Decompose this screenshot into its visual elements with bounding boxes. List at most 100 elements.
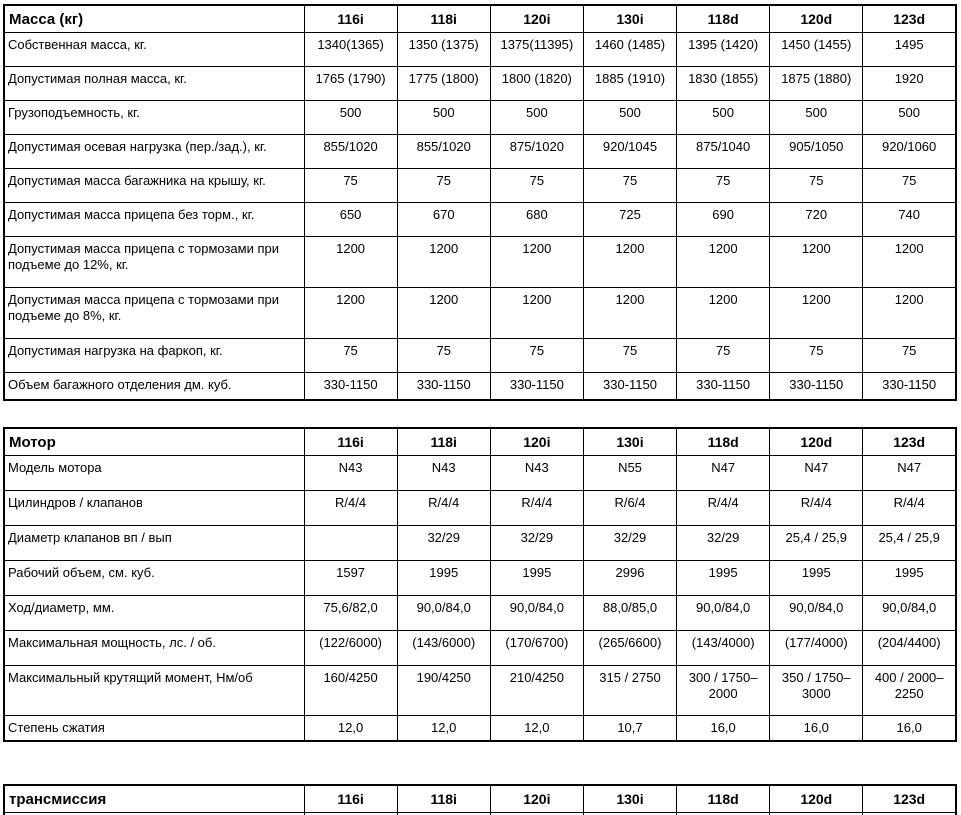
spec-value: 330-1150 bbox=[769, 372, 864, 401]
spec-value: N43 bbox=[303, 455, 398, 491]
table-row: Объем багажного отделения дм. куб. 330-11… bbox=[3, 372, 957, 401]
spec-value: 75 bbox=[303, 338, 398, 373]
spec-value: 315 / 2750 bbox=[582, 665, 678, 716]
spec-value: 350 / 1750–3000 bbox=[769, 665, 864, 716]
spec-value: 160/4250 bbox=[303, 665, 398, 716]
column-header-120i: 120i bbox=[489, 427, 584, 456]
spec-value: 1460 (1485) bbox=[582, 32, 678, 67]
row-label: Допустимая масса прицепа с тормозами при… bbox=[3, 236, 305, 288]
column-header-123d: 123d bbox=[862, 784, 957, 813]
spec-value: 1995 bbox=[489, 560, 584, 596]
spec-value: R/4/4 bbox=[862, 490, 957, 526]
column-header-118i: 118i bbox=[396, 4, 491, 33]
spec-value: 500 bbox=[769, 100, 864, 135]
row-label: Рабочий объем, см. куб. bbox=[3, 560, 305, 596]
table-row: Максимальная мощность, лс. / об. (122/600… bbox=[3, 630, 957, 666]
spec-value: 32/29 bbox=[489, 525, 584, 561]
spec-value: 1200 bbox=[582, 236, 678, 288]
spec-value: 1200 bbox=[396, 236, 491, 288]
spec-value: 90,0/84,0 bbox=[769, 595, 864, 631]
spec-value: 190/4250 bbox=[396, 665, 491, 716]
header-row: трансмиссия 116i 118i 120i 130i 118d 120d 123d bbox=[3, 784, 957, 813]
spec-value: 1995 bbox=[676, 560, 771, 596]
spec-value: 1830 (1855) bbox=[676, 66, 771, 101]
column-header-116i: 116i bbox=[303, 427, 398, 456]
spec-value: 875/1020 bbox=[489, 134, 584, 169]
table-row: Допустимая масса прицепа с тормозами при… bbox=[3, 287, 957, 339]
spec-value: 1395 (1420) bbox=[676, 32, 771, 67]
spec-value: 12,0 bbox=[489, 715, 584, 742]
spec-value: 300 / 1750–2000 bbox=[676, 665, 771, 716]
spec-value: 670 bbox=[396, 202, 491, 237]
column-header-116i: 116i bbox=[303, 784, 398, 813]
spec-value: 1800 (1820) bbox=[489, 66, 584, 101]
table-row: Допустимая нагрузка на фаркоп, кг. 75 75 75… bbox=[3, 338, 957, 373]
spec-value: 75,6/82,0 bbox=[303, 595, 398, 631]
spec-value: 75 bbox=[303, 168, 398, 203]
spec-value: 75 bbox=[489, 168, 584, 203]
section-title: трансмиссия bbox=[3, 784, 305, 813]
spec-value: 25,4 / 25,9 bbox=[862, 525, 957, 561]
spec-value: 88,0/85,0 bbox=[582, 595, 678, 631]
spec-value: 1920 bbox=[862, 66, 957, 101]
spec-value: 90,0/84,0 bbox=[862, 595, 957, 631]
spec-value: 905/1050 bbox=[769, 134, 864, 169]
spec-value: 1200 bbox=[676, 236, 771, 288]
spec-value: 720 bbox=[769, 202, 864, 237]
table-row: Диаметр клапанов вп / вып 32/29 32/29 32/29… bbox=[3, 525, 957, 561]
spec-value: 500 bbox=[676, 100, 771, 135]
spec-value: 500 bbox=[489, 100, 584, 135]
spec-value: R/6/4 bbox=[582, 490, 678, 526]
spec-value: 32/29 bbox=[582, 525, 678, 561]
spec-value: 1597 bbox=[303, 560, 398, 596]
spec-value: 75 bbox=[582, 168, 678, 203]
spec-value: 1885 (1910) bbox=[582, 66, 678, 101]
spec-value: 330-1150 bbox=[676, 372, 771, 401]
spec-value: R/4/4 bbox=[303, 490, 398, 526]
spec-value: R/4/4 bbox=[676, 490, 771, 526]
spec-value: 330-1150 bbox=[396, 372, 491, 401]
row-label: Допустимая нагрузка на фаркоп, кг. bbox=[3, 338, 305, 373]
column-header-130i: 130i bbox=[582, 784, 678, 813]
table-row: Цилиндров / клапанов R/4/4 R/4/4 R/4/4 R/6/4… bbox=[3, 490, 957, 526]
column-header-123d: 123d bbox=[862, 427, 957, 456]
table-row: Максимальный крутящий момент, Нм/об 160/4… bbox=[3, 665, 957, 716]
spec-value: R/4/4 bbox=[769, 490, 864, 526]
spec-value: N47 bbox=[769, 455, 864, 491]
spec-value: (170/6700) bbox=[489, 630, 584, 666]
row-label: Допустимая масса прицепа с тормозами при… bbox=[3, 287, 305, 339]
spec-value: (204/4400) bbox=[862, 630, 957, 666]
spec-value: (143/6000) bbox=[396, 630, 491, 666]
row-label: Допустимая полная масса, кг. bbox=[3, 66, 305, 101]
engine-table: Мотор 116i 118i 120i 130i 118d 120d 123d Модель … bbox=[3, 427, 957, 742]
spec-value: 25,4 / 25,9 bbox=[769, 525, 864, 561]
column-header-118d: 118d bbox=[676, 4, 771, 33]
spec-value: 1200 bbox=[396, 287, 491, 339]
spec-value: 75 bbox=[396, 168, 491, 203]
header-row: Мотор 116i 118i 120i 130i 118d 120d 123d bbox=[3, 427, 957, 456]
row-label: Максимальный крутящий момент, Нм/об bbox=[3, 665, 305, 716]
column-header-118i: 118i bbox=[396, 427, 491, 456]
section-title: Мотор bbox=[3, 427, 305, 456]
spec-value: 650 bbox=[303, 202, 398, 237]
spec-value: (177/4000) bbox=[769, 630, 864, 666]
spec-value: 725 bbox=[582, 202, 678, 237]
column-header-130i: 130i bbox=[582, 427, 678, 456]
row-label: Ход/диаметр, мм. bbox=[3, 595, 305, 631]
spec-value: 90,0/84,0 bbox=[396, 595, 491, 631]
spec-value: 75 bbox=[769, 168, 864, 203]
spec-value: 1200 bbox=[303, 236, 398, 288]
row-label: Цилиндров / клапанов bbox=[3, 490, 305, 526]
column-header-123d: 123d bbox=[862, 4, 957, 33]
spec-value: 740 bbox=[862, 202, 957, 237]
table-row: Рабочий объем, см. куб. 1597 1995 1995 2996 1… bbox=[3, 560, 957, 596]
table-row: Допустимая масса прицепа с тормозами при… bbox=[3, 236, 957, 288]
table-row: Грузоподъемность, кг. 500 500 500 500 500 500 5… bbox=[3, 100, 957, 135]
spec-value bbox=[303, 525, 398, 561]
table-row: Допустимая масса прицепа без торм., кг. 6… bbox=[3, 202, 957, 237]
header-row: Масса (кг) 116i 118i 120i 130i 118d 120d 123d bbox=[3, 4, 957, 33]
spec-value: 1775 (1800) bbox=[396, 66, 491, 101]
spec-value: 90,0/84,0 bbox=[489, 595, 584, 631]
spec-value: 1200 bbox=[489, 287, 584, 339]
row-label: Степень сжатия bbox=[3, 715, 305, 742]
